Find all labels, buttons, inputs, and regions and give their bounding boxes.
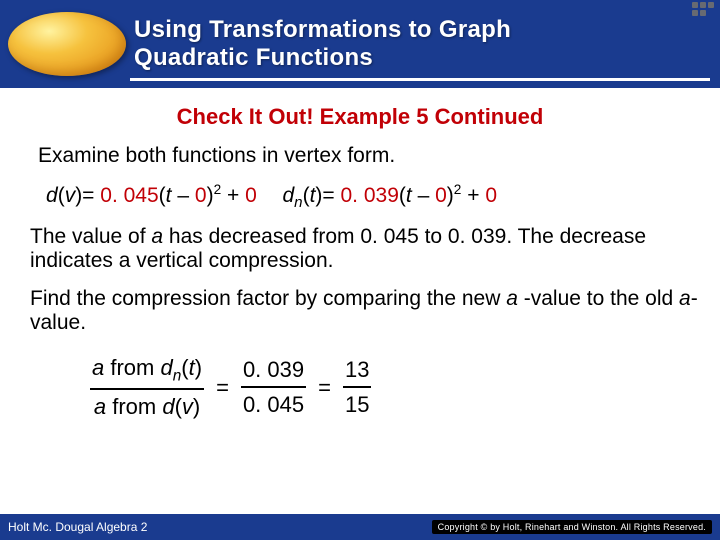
fraction-equation: a from dn(t) a from d(v) = 0. 039 0. 045… xyxy=(90,353,700,422)
slide-title: Using Transformations to Graph Quadratic… xyxy=(130,16,720,71)
header-oval xyxy=(8,12,126,76)
frac-result: 13 15 xyxy=(343,355,371,419)
equation-row: d(v)= 0. 045(t – 0)2 + 0 dn(t)= 0. 039(t… xyxy=(46,182,700,211)
frac-mid: 0. 039 0. 045 xyxy=(241,355,306,419)
title-line-1: Using Transformations to Graph xyxy=(134,16,720,44)
slide-content: Check It Out! Example 5 Continued Examin… xyxy=(0,88,720,422)
slide-header: Using Transformations to Graph Quadratic… xyxy=(0,0,720,88)
slide-footer: Holt Mc. Dougal Algebra 2 Copyright © by… xyxy=(0,514,720,540)
paragraph-compression: The value of a has decreased from 0. 045… xyxy=(30,225,700,273)
intro-text: Examine both functions in vertex form. xyxy=(38,144,700,168)
eq1: d(v)= 0. 045(t – 0)2 + 0 xyxy=(46,184,263,207)
title-underline xyxy=(130,78,710,81)
paragraph-find-factor: Find the compression factor by comparing… xyxy=(30,287,700,335)
frac-left: a from dn(t) a from d(v) xyxy=(90,353,204,422)
equals-2: = xyxy=(318,375,331,401)
equals-1: = xyxy=(216,375,229,401)
title-line-2: Quadratic Functions xyxy=(134,44,720,72)
eq2: dn(t)= 0. 039(t – 0)2 + 0 xyxy=(282,184,497,207)
example-subtitle: Check It Out! Example 5 Continued xyxy=(20,104,700,130)
copyright-text: Copyright © by Holt, Rinehart and Winsto… xyxy=(432,520,712,534)
accent-corner xyxy=(692,2,714,16)
book-title: Holt Mc. Dougal Algebra 2 xyxy=(8,520,147,534)
